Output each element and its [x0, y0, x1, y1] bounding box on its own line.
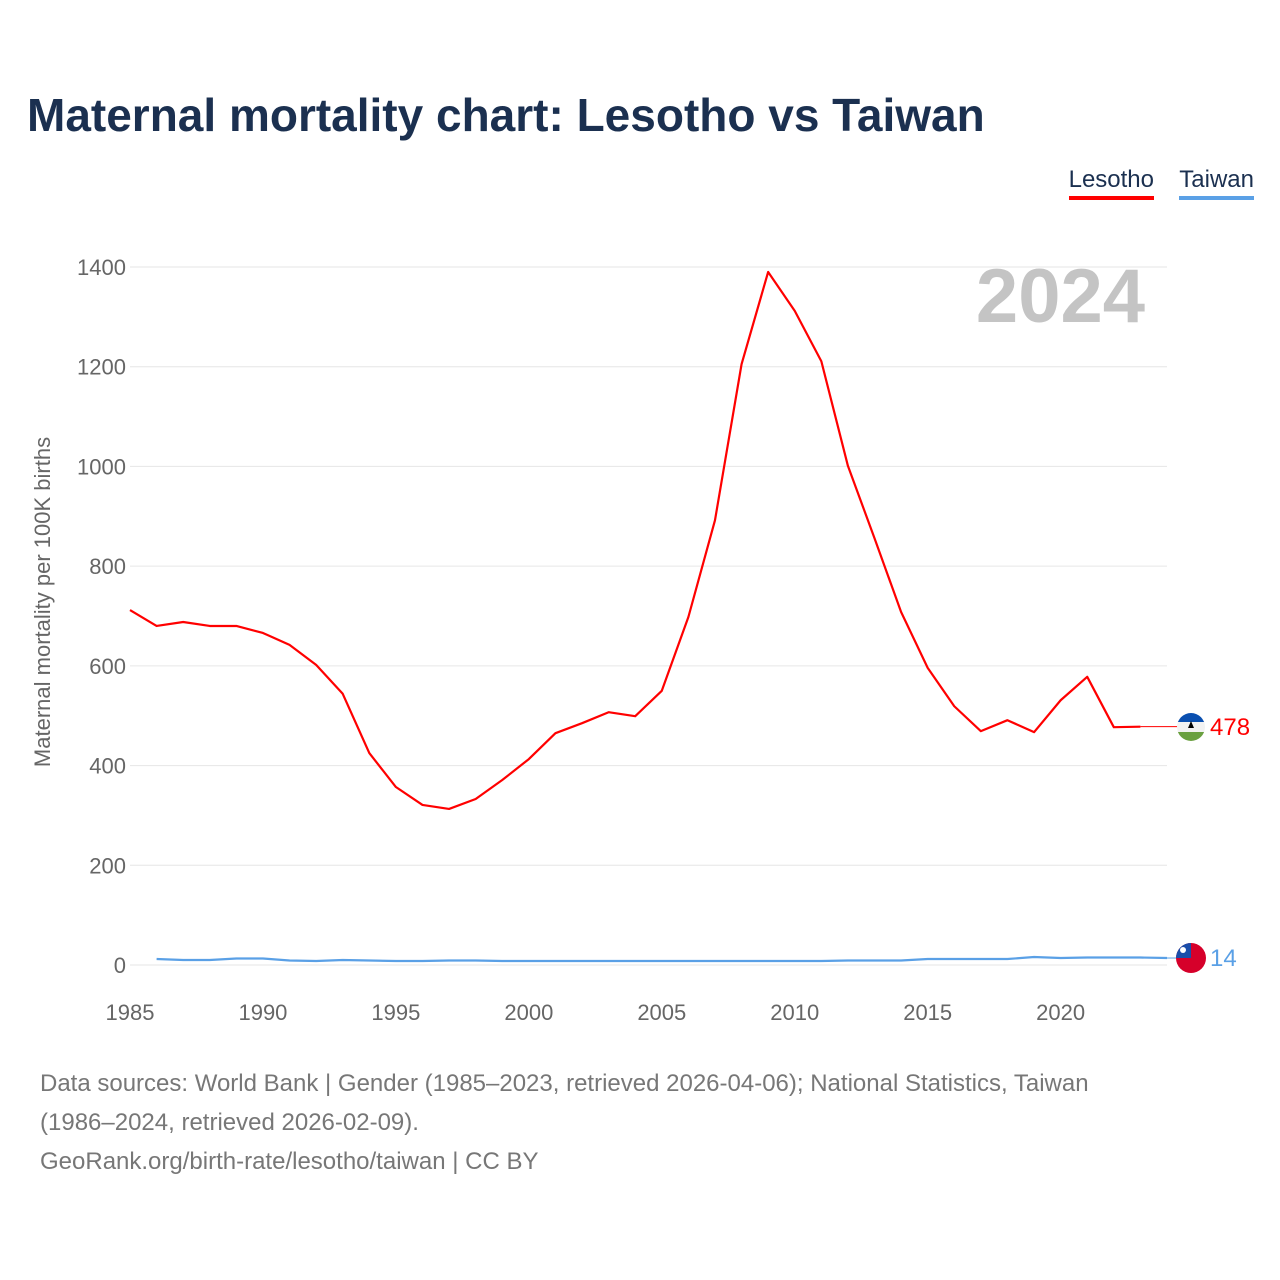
y-tick-label: 600 — [89, 654, 126, 679]
footer-sources: Data sources: World Bank | Gender (1985–… — [40, 1070, 1089, 1097]
y-tick-label: 1400 — [77, 255, 126, 280]
end-value-label: 478 — [1210, 714, 1250, 741]
footer-sources-cont: (1986–2024, retrieved 2026-02-09). — [40, 1109, 419, 1136]
y-tick-label: 200 — [89, 853, 126, 878]
y-axis-label: Maternal mortality per 100K births — [30, 437, 55, 767]
y-tick-label: 1000 — [77, 454, 126, 479]
legend-lesotho[interactable]: Lesotho — [1068, 166, 1154, 200]
x-tick-label: 2020 — [1036, 1000, 1085, 1025]
x-tick-label: 2005 — [637, 1000, 686, 1025]
taiwan-flag-icon — [1176, 943, 1206, 973]
chart-title: Maternal mortality chart: Lesotho vs Tai… — [27, 89, 985, 141]
series-line-lesotho[interactable] — [129, 270, 1141, 811]
x-tick-label: 2010 — [770, 1000, 819, 1025]
lesotho-flag-icon — [1177, 713, 1205, 741]
y-tick-label: 0 — [114, 953, 126, 978]
chart-area: 0 200 400 600 800 1000 1200 1400 1985 1990 1995 200… — [30, 254, 1250, 1025]
y-tick-label: 400 — [89, 754, 126, 779]
year-watermark: 2024 — [976, 254, 1145, 339]
x-tick-label: 2000 — [504, 1000, 553, 1025]
y-tick-label: 1200 — [77, 355, 126, 380]
x-tick-label: 2015 — [903, 1000, 952, 1025]
end-value-label: 14 — [1210, 945, 1237, 972]
series-line-taiwan[interactable] — [156, 955, 1168, 963]
legend-taiwan[interactable]: Taiwan — [1179, 166, 1254, 200]
footer-link[interactable]: GeoRank.org/birth-rate/lesotho/taiwan | … — [40, 1148, 539, 1175]
y-tick-label: 800 — [89, 554, 126, 579]
x-tick-label: 1995 — [371, 1000, 420, 1025]
x-tick-label: 1985 — [106, 1000, 155, 1025]
x-tick-label: 1990 — [238, 1000, 287, 1025]
